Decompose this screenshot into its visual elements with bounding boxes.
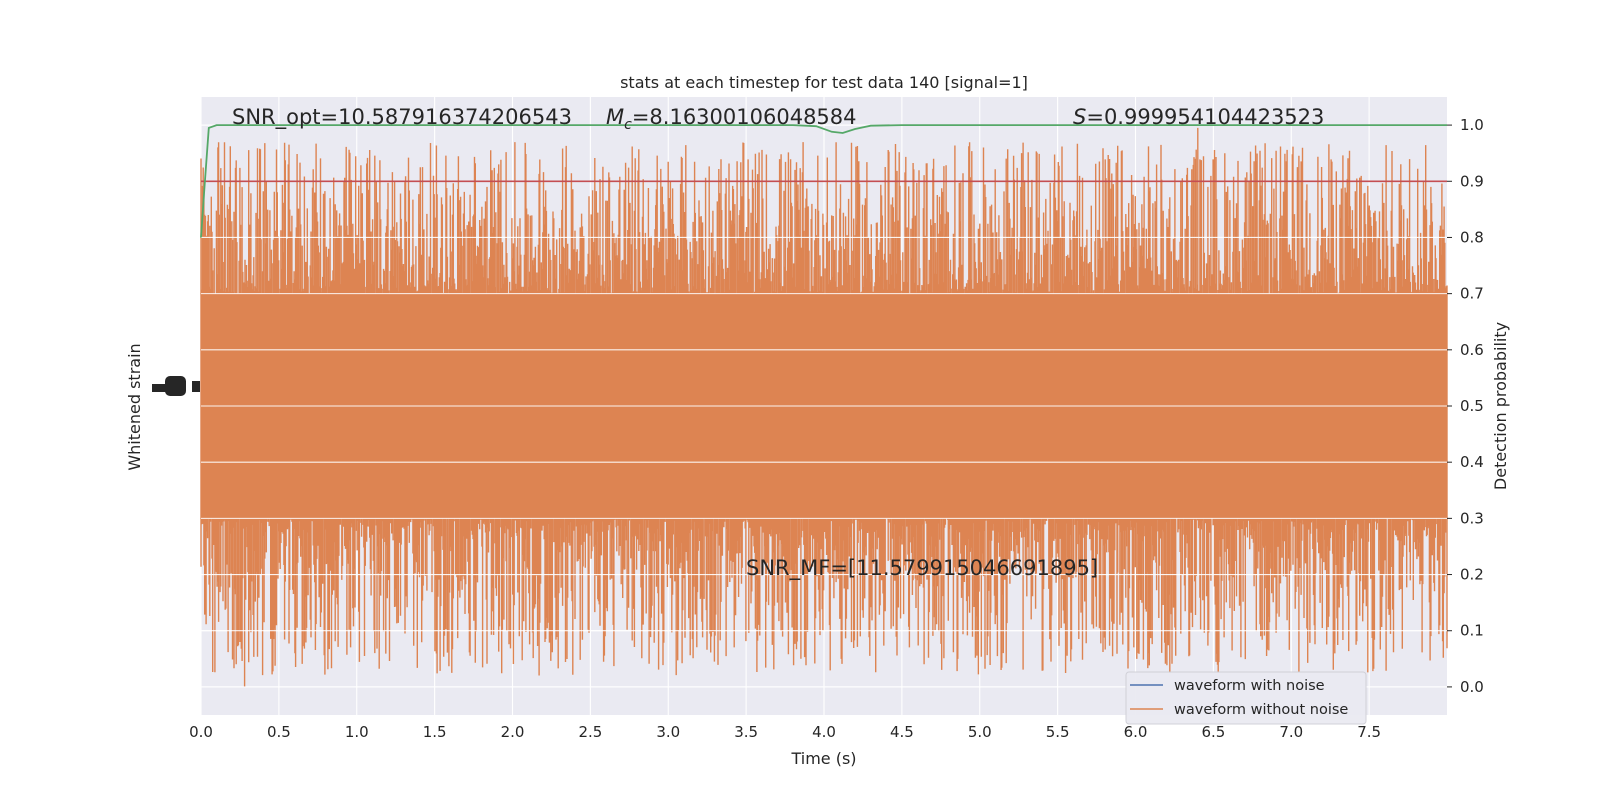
y-tick-label: 0.4: [1460, 453, 1484, 471]
x-tick-label: 6.0: [1124, 723, 1148, 741]
y-tick-label: 0.2: [1460, 566, 1484, 584]
y-tick-label: 0.6: [1460, 341, 1484, 359]
x-tick-label: 4.0: [812, 723, 836, 741]
left-axis-offset-glyphs: [152, 376, 200, 396]
x-tick-label: 4.5: [890, 723, 914, 741]
waveform-without-noise-line: [200, 127, 1448, 687]
chirp-mass-subscript: c: [624, 117, 632, 133]
chirp-mass-symbol: M: [606, 105, 624, 129]
left-axis-label: Whitened strain: [125, 343, 144, 470]
x-tick-label: 3.5: [734, 723, 758, 741]
x-tick-label: 0.5: [267, 723, 291, 741]
y-tick-label: 0.5: [1460, 397, 1484, 415]
x-axis-label: Time (s): [790, 749, 856, 768]
tick-labels: 0.0 0.5 1.0 1.5 2.0 2.5 3.0 3.5 4.0 4.5 5.0 5.5 6.0 6…: [189, 116, 1484, 741]
chirp-mass-value: =8.16300106048584: [632, 105, 857, 129]
annotation-snr-opt: SNR_opt=10.587916374206543: [232, 105, 572, 130]
detection-probability-line: [200, 124, 1447, 238]
annotation-snr-mf: SNR_MF=[11.579915046691895]: [746, 556, 1098, 581]
y-tick-label: 0.3: [1460, 509, 1484, 527]
right-axis-label: Detection probability: [1491, 322, 1510, 490]
x-tick-label: 6.5: [1201, 723, 1225, 741]
y-tick-label: 0.7: [1460, 285, 1484, 303]
score-value: =0.999954104423523: [1086, 105, 1324, 129]
score-symbol: S: [1073, 105, 1086, 129]
legend-box: [1125, 671, 1367, 725]
legend: waveform with noise waveform without noi…: [1125, 671, 1367, 725]
x-tick-label: 7.0: [1279, 723, 1303, 741]
x-tick-label: 1.0: [345, 723, 369, 741]
x-tick-label: 5.0: [968, 723, 992, 741]
y-tick-label: 1.0: [1460, 116, 1484, 134]
x-tick-label: 1.5: [423, 723, 447, 741]
annotation-score: S=0.999954104423523: [1073, 105, 1324, 129]
chart-title: stats at each timestep for test data 140…: [620, 73, 1028, 92]
x-tick-label: 5.5: [1046, 723, 1070, 741]
y-tick-label: 0.8: [1460, 228, 1484, 246]
x-tick-label: 2.0: [501, 723, 525, 741]
y-tick-label: 0.9: [1460, 172, 1484, 190]
legend-label-with-noise: waveform with noise: [1174, 678, 1325, 694]
x-tick-label: 3.0: [656, 723, 680, 741]
x-tick-label: 7.5: [1357, 723, 1381, 741]
x-tick-label: 0.0: [189, 723, 213, 741]
y-tick-label: 0.0: [1460, 678, 1484, 696]
lines-layer: [200, 124, 1447, 238]
annotation-chirp-mass: Mc=8.16300106048584: [606, 105, 857, 133]
y-tick-label: 0.1: [1460, 622, 1484, 640]
waveform-without-noise-series: [200, 124, 1448, 688]
legend-label-without-noise: waveform without noise: [1174, 702, 1348, 718]
x-tick-label: 2.5: [578, 723, 602, 741]
